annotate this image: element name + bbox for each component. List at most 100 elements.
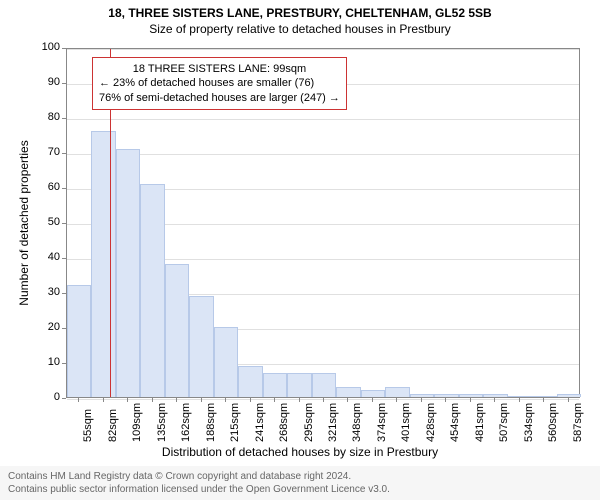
histogram-bar	[459, 394, 483, 398]
x-tick-mark	[421, 398, 422, 402]
histogram-bar	[287, 373, 311, 398]
x-tick-mark	[372, 398, 373, 402]
y-tick-label: 60	[32, 181, 60, 193]
y-tick-mark	[62, 83, 66, 84]
y-tick-mark	[62, 48, 66, 49]
x-tick-label: 268sqm	[278, 403, 290, 442]
histogram-bar	[483, 394, 507, 398]
x-tick-label: 560sqm	[547, 403, 559, 442]
y-tick-mark	[62, 223, 66, 224]
y-tick-label: 30	[32, 286, 60, 298]
y-gridline	[67, 49, 579, 50]
footer-line-1: Contains HM Land Registry data © Crown c…	[8, 470, 592, 483]
x-tick-mark	[323, 398, 324, 402]
x-tick-label: 188sqm	[205, 403, 217, 442]
footer-line-2: Contains public sector information licen…	[8, 483, 592, 496]
y-tick-mark	[62, 293, 66, 294]
callout-box: 18 THREE SISTERS LANE: 99sqm← 23% of det…	[92, 57, 347, 110]
x-tick-label: 82sqm	[107, 409, 119, 442]
footer-attribution: Contains HM Land Registry data © Crown c…	[0, 466, 600, 500]
x-tick-label: 454sqm	[449, 403, 461, 442]
y-tick-label: 50	[32, 216, 60, 228]
x-tick-label: 587sqm	[572, 403, 584, 442]
x-tick-label: 374sqm	[376, 403, 388, 442]
x-tick-mark	[78, 398, 79, 402]
x-tick-label: 162sqm	[180, 403, 192, 442]
histogram-bar	[410, 394, 434, 398]
page-subtitle: Size of property relative to detached ho…	[0, 20, 600, 36]
histogram-bar	[140, 184, 164, 398]
histogram-bar	[165, 264, 189, 397]
x-tick-mark	[543, 398, 544, 402]
x-tick-label: 135sqm	[156, 403, 168, 442]
callout-line: 76% of semi-detached houses are larger (…	[99, 91, 340, 105]
x-tick-mark	[568, 398, 569, 402]
y-tick-label: 10	[32, 356, 60, 368]
x-tick-mark	[176, 398, 177, 402]
x-tick-label: 507sqm	[498, 403, 510, 442]
y-tick-mark	[62, 118, 66, 119]
y-tick-mark	[62, 153, 66, 154]
x-tick-label: 428sqm	[425, 403, 437, 442]
y-tick-label: 90	[32, 76, 60, 88]
x-tick-label: 401sqm	[400, 403, 412, 442]
y-tick-mark	[62, 398, 66, 399]
histogram-bar	[67, 285, 91, 397]
page-title: 18, THREE SISTERS LANE, PRESTBURY, CHELT…	[0, 0, 600, 20]
histogram-bar	[312, 373, 336, 398]
x-tick-mark	[519, 398, 520, 402]
histogram-bar	[189, 296, 213, 398]
y-tick-mark	[62, 328, 66, 329]
chart-container: 18, THREE SISTERS LANE, PRESTBURY, CHELT…	[0, 0, 600, 500]
x-tick-mark	[299, 398, 300, 402]
y-tick-label: 20	[32, 321, 60, 333]
y-tick-label: 70	[32, 146, 60, 158]
histogram-bar	[91, 131, 115, 397]
x-tick-label: 215sqm	[229, 403, 241, 442]
histogram-bar	[532, 396, 556, 397]
x-tick-label: 348sqm	[351, 403, 363, 442]
y-gridline	[67, 154, 579, 155]
histogram-bar	[361, 390, 385, 397]
histogram-bar	[385, 387, 409, 398]
y-tick-mark	[62, 188, 66, 189]
x-tick-mark	[103, 398, 104, 402]
y-tick-label: 0	[32, 391, 60, 403]
x-tick-mark	[274, 398, 275, 402]
y-tick-mark	[62, 258, 66, 259]
x-tick-label: 241sqm	[254, 403, 266, 442]
y-axis-label: Number of detached properties	[17, 123, 31, 323]
y-tick-label: 100	[32, 41, 60, 53]
y-tick-mark	[62, 363, 66, 364]
x-tick-mark	[347, 398, 348, 402]
x-tick-mark	[250, 398, 251, 402]
x-tick-label: 534sqm	[523, 403, 535, 442]
x-tick-mark	[201, 398, 202, 402]
x-tick-mark	[494, 398, 495, 402]
x-tick-mark	[152, 398, 153, 402]
x-tick-label: 109sqm	[131, 403, 143, 442]
histogram-bar	[238, 366, 262, 398]
x-tick-label: 321sqm	[327, 403, 339, 442]
y-tick-label: 40	[32, 251, 60, 263]
x-tick-mark	[470, 398, 471, 402]
x-tick-mark	[225, 398, 226, 402]
histogram-bar	[116, 149, 140, 398]
callout-line: 18 THREE SISTERS LANE: 99sqm	[99, 62, 340, 76]
histogram-bar	[508, 396, 532, 397]
callout-line: ← 23% of detached houses are smaller (76…	[99, 76, 340, 90]
x-tick-mark	[127, 398, 128, 402]
x-tick-label: 55sqm	[82, 409, 94, 442]
x-axis-label: Distribution of detached houses by size …	[0, 445, 600, 459]
x-tick-mark	[445, 398, 446, 402]
y-gridline	[67, 119, 579, 120]
histogram-bar	[434, 394, 458, 398]
x-tick-label: 295sqm	[303, 403, 315, 442]
x-tick-mark	[396, 398, 397, 402]
x-tick-label: 481sqm	[474, 403, 486, 442]
y-tick-label: 80	[32, 111, 60, 123]
histogram-bar	[336, 387, 360, 398]
histogram-bar	[557, 394, 581, 398]
histogram-bar	[214, 327, 238, 397]
histogram-bar	[263, 373, 287, 398]
